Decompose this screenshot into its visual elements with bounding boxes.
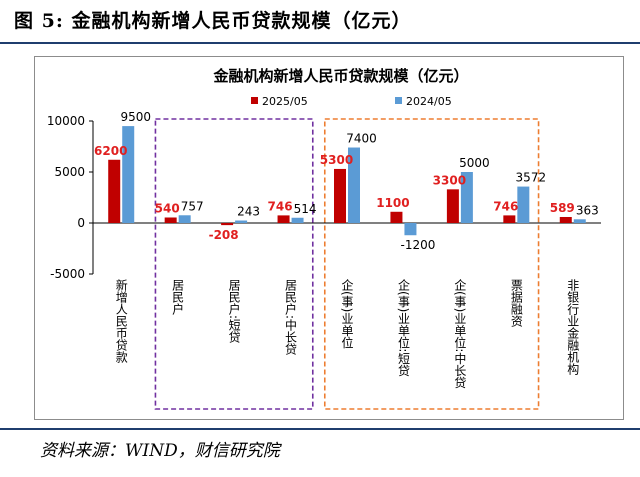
x-tick-label: 企(事)业单位:短贷 bbox=[396, 278, 410, 377]
x-tick-label: 企(事)业单位 bbox=[340, 278, 354, 349]
bar-2024 bbox=[460, 172, 473, 223]
bottom-rule bbox=[0, 428, 640, 430]
data-label-2025: 5300 bbox=[320, 153, 353, 167]
legend-swatch-2025 bbox=[251, 97, 258, 104]
top-rule bbox=[0, 42, 640, 44]
bar-2025 bbox=[334, 168, 346, 223]
data-label-2025: 746 bbox=[493, 199, 518, 213]
legend-swatch-2024 bbox=[395, 97, 402, 104]
data-label-2024: 514 bbox=[294, 202, 317, 216]
data-label-2024: 5000 bbox=[459, 156, 490, 170]
bar-chart: 金融机构新增人民币贷款规模（亿元） 2025/05 2024/05 10000 5… bbox=[47, 67, 601, 410]
source-note: 资料来源：WIND，财信研究院 bbox=[40, 441, 280, 461]
data-label-2024: 757 bbox=[181, 199, 204, 213]
y-tick-label: 5000 bbox=[54, 165, 85, 179]
data-label-2025: 540 bbox=[155, 201, 180, 215]
legend-label-2024: 2024/05 bbox=[406, 95, 452, 108]
data-label-2025: 3300 bbox=[433, 173, 466, 187]
data-label-2024: 3572 bbox=[516, 171, 547, 185]
bar-2025 bbox=[277, 215, 290, 223]
data-label-2025: 589 bbox=[550, 201, 575, 215]
data-label-2025: 746 bbox=[268, 199, 293, 213]
bar-2025 bbox=[164, 217, 177, 223]
chart-title: 金融机构新增人民币贷款规模（亿元） bbox=[212, 67, 468, 85]
bar-2025 bbox=[221, 223, 234, 226]
data-label-2024: -1200 bbox=[401, 238, 436, 252]
bar-2025 bbox=[446, 189, 459, 223]
bar-2024 bbox=[573, 219, 586, 223]
y-tick-label: 0 bbox=[77, 216, 85, 230]
bar-2025 bbox=[503, 215, 516, 223]
figure-title: 图 5: 金融机构新增人民币贷款规模（亿元） bbox=[14, 10, 412, 32]
x-tick-label: 企(事)业单位:中长贷 bbox=[453, 278, 467, 389]
enterprise-group-box bbox=[323, 118, 540, 410]
y-tick-label: -5000 bbox=[50, 267, 85, 281]
bar-2024 bbox=[178, 215, 191, 223]
household-group-box bbox=[154, 118, 314, 410]
bar-2025 bbox=[390, 211, 403, 223]
bar-2024 bbox=[348, 147, 360, 223]
data-label-2024: 9500 bbox=[120, 110, 151, 124]
x-tick-label: 非银行业金融机构 bbox=[566, 279, 580, 376]
data-label-2025: 1100 bbox=[376, 196, 409, 210]
x-tick-label: 新增人民币贷款 bbox=[114, 278, 128, 364]
bar-2024 bbox=[291, 217, 304, 223]
chart-frame: 金融机构新增人民币贷款规模（亿元） 2025/05 2024/05 10000 5… bbox=[34, 56, 624, 420]
bar-2024 bbox=[517, 186, 530, 223]
data-label-2024: 363 bbox=[576, 203, 599, 217]
y-tick-label: 10000 bbox=[47, 114, 85, 128]
x-tick-label: 票据融资 bbox=[509, 279, 523, 328]
bar-2025 bbox=[108, 159, 121, 223]
data-label-2024: 243 bbox=[237, 205, 260, 219]
bar-2024 bbox=[235, 220, 248, 223]
data-label-2025: -208 bbox=[209, 228, 239, 242]
bar-2024 bbox=[122, 126, 135, 223]
data-label-2025: 6200 bbox=[94, 144, 127, 158]
x-tick-label: 居民户:短贷 bbox=[227, 279, 241, 344]
legend-label-2025: 2025/05 bbox=[262, 95, 308, 108]
data-label-2024: 7400 bbox=[346, 132, 377, 146]
bar-2024 bbox=[404, 223, 417, 236]
x-tick-label: 居民户 bbox=[171, 279, 185, 316]
bar-2025 bbox=[559, 216, 572, 223]
x-tick-label: 居民户:中长贷 bbox=[284, 279, 298, 356]
